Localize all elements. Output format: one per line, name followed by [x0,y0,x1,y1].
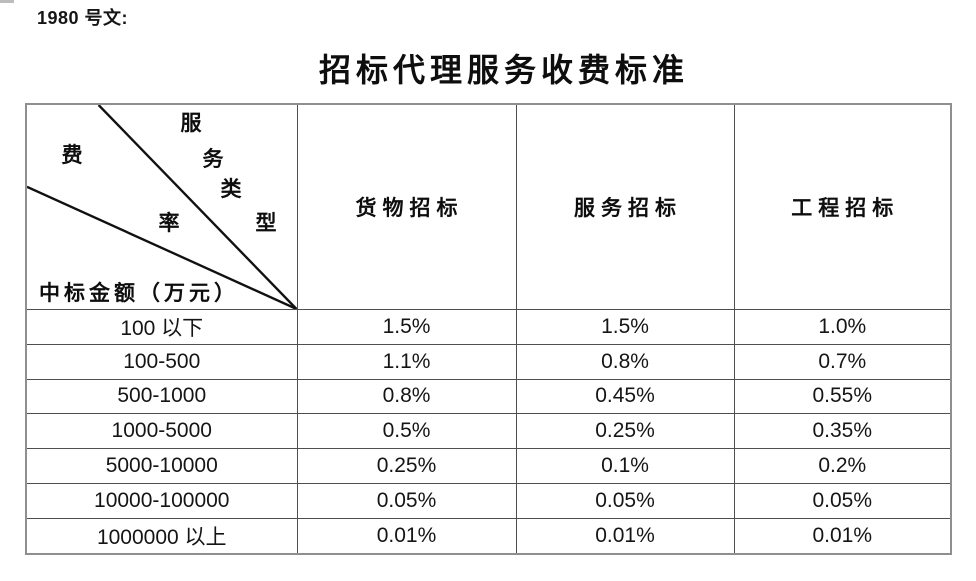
amount-range-cell: 100-500 [25,343,298,380]
rate-cell: 0.01% [515,517,735,555]
amount-range-cell: 1000-5000 [25,413,298,450]
amount-range-cell: 1000000 以上 [25,517,298,555]
amount-range-cell: 10000-100000 [25,482,298,519]
table-row: 100-500 1.1% 0.8% 0.7% [25,343,952,380]
rate-cell: 0.45% [515,378,735,415]
rate-cell: 0.25% [296,448,517,484]
corner-label-fee: 费 [61,143,83,167]
amount-range-cell: 5000-10000 [25,448,298,484]
rate-cell: 0.55% [733,378,952,415]
corner-label-service-type: 类 [220,177,242,201]
fee-standard-table: 费 率 服 务 类 型 中标金额（万元） 货物招标 服务招标 工程招标 100 … [25,103,952,555]
column-header-engineering: 工程招标 [733,103,952,310]
corner-label-service-type: 服 [180,111,202,135]
table-row: 10000-100000 0.05% 0.05% 0.05% [25,482,952,519]
rate-cell: 1.0% [733,309,952,345]
rate-cell: 1.5% [515,309,735,345]
rate-cell: 0.01% [296,517,517,555]
corner-label-service-type: 型 [255,211,277,235]
corner-label-service-type: 务 [202,147,224,171]
table-row: 1000000 以上 0.01% 0.01% 0.01% [25,517,952,555]
table-row: 100 以下 1.5% 1.5% 1.0% [25,309,952,345]
column-header-goods: 货物招标 [296,103,517,310]
diagonal-divider-lines [27,105,297,309]
column-header-services: 服务招标 [515,103,735,310]
amount-range-cell: 100 以下 [25,309,298,345]
rate-cell: 0.35% [733,413,952,450]
doc-reference: 1980 号文: [37,8,129,28]
rate-cell: 0.8% [296,378,517,415]
rate-cell: 0.05% [733,482,952,519]
rate-cell: 0.7% [733,343,952,380]
table-row: 500-1000 0.8% 0.45% 0.55% [25,378,952,415]
amount-range-cell: 500-1000 [25,378,298,415]
rate-cell: 1.1% [296,343,517,380]
rate-cell: 0.01% [733,517,952,555]
rate-cell: 0.1% [515,448,735,484]
table-header-row: 费 率 服 务 类 型 中标金额（万元） 货物招标 服务招标 工程招标 [25,103,952,310]
rate-cell: 0.2% [733,448,952,484]
rate-cell: 0.05% [515,482,735,519]
diagonal-corner-cell: 费 率 服 务 类 型 中标金额（万元） [25,103,298,310]
corner-label-rate: 率 [158,211,180,235]
table-row: 5000-10000 0.25% 0.1% 0.2% [25,448,952,484]
page-edge-artifact [0,0,14,3]
table-row: 1000-5000 0.5% 0.25% 0.35% [25,413,952,450]
rate-cell: 0.05% [296,482,517,519]
row-axis-label: 中标金额（万元） [39,281,239,305]
rate-cell: 0.25% [515,413,735,450]
rate-cell: 0.8% [515,343,735,380]
page-title: 招标代理服务收费标准 [318,52,689,88]
rate-cell: 0.5% [296,413,517,450]
rate-cell: 1.5% [296,309,517,345]
